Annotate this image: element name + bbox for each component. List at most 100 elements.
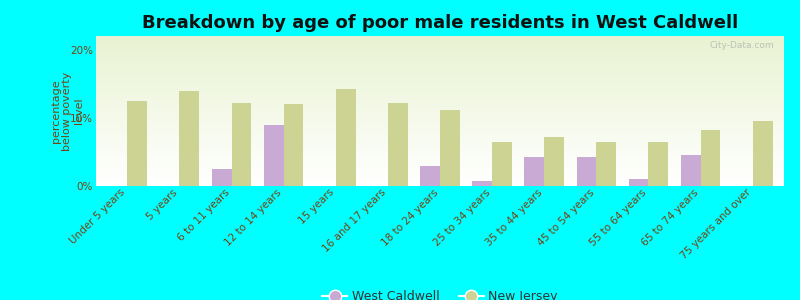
Bar — [96, 37, 784, 38]
Bar — [96, 156, 784, 157]
Bar — [96, 164, 784, 165]
Bar — [96, 171, 784, 172]
Bar — [96, 65, 784, 66]
Title: Breakdown by age of poor male residents in West Caldwell: Breakdown by age of poor male residents … — [142, 14, 738, 32]
Bar — [96, 58, 784, 59]
Bar — [96, 142, 784, 143]
Bar — [96, 50, 784, 51]
Bar — [96, 49, 784, 50]
Bar — [96, 95, 784, 96]
Bar — [96, 57, 784, 58]
Bar — [96, 125, 784, 126]
Bar — [96, 132, 784, 133]
Bar — [96, 115, 784, 116]
Bar — [96, 155, 784, 156]
Bar — [96, 54, 784, 55]
Bar — [96, 118, 784, 119]
Bar — [96, 98, 784, 99]
Bar — [96, 47, 784, 48]
Bar — [96, 72, 784, 73]
Bar — [96, 103, 784, 104]
Bar — [96, 139, 784, 140]
Bar — [96, 178, 784, 179]
Bar — [96, 67, 784, 68]
Bar — [577, 158, 596, 186]
Bar — [96, 161, 784, 162]
Bar — [96, 70, 784, 71]
Bar — [440, 110, 460, 186]
Bar — [96, 141, 784, 142]
Bar — [96, 92, 784, 93]
Bar — [96, 66, 784, 67]
Bar — [96, 101, 784, 102]
Bar — [96, 84, 784, 85]
Bar — [96, 116, 784, 117]
Bar — [472, 181, 492, 186]
Bar — [96, 159, 784, 160]
Bar — [96, 88, 784, 89]
Bar — [96, 41, 784, 42]
Bar — [96, 51, 784, 52]
Bar — [96, 158, 784, 159]
Bar — [96, 38, 784, 39]
Bar — [96, 170, 784, 171]
Bar — [96, 64, 784, 65]
Bar — [96, 56, 784, 57]
Bar — [96, 85, 784, 86]
Bar — [96, 129, 784, 130]
Bar — [96, 168, 784, 169]
Bar — [96, 99, 784, 100]
Bar — [96, 146, 784, 147]
Bar — [96, 136, 784, 137]
Bar — [212, 169, 231, 186]
Bar — [96, 73, 784, 74]
Bar — [284, 104, 303, 186]
Bar — [96, 124, 784, 125]
Bar — [96, 144, 784, 145]
Bar — [96, 100, 784, 101]
Bar — [96, 61, 784, 62]
Bar — [96, 166, 784, 167]
Bar — [96, 181, 784, 182]
Bar — [96, 148, 784, 149]
Bar — [96, 183, 784, 184]
Bar — [96, 117, 784, 118]
Bar — [96, 134, 784, 135]
Bar — [96, 81, 784, 82]
Bar — [96, 137, 784, 138]
Bar — [96, 89, 784, 90]
Bar — [96, 36, 784, 37]
Bar — [96, 173, 784, 174]
Bar — [96, 87, 784, 88]
Bar — [96, 40, 784, 41]
Bar — [96, 83, 784, 84]
Bar — [96, 176, 784, 177]
Bar — [96, 111, 784, 112]
Bar — [96, 110, 784, 111]
Bar — [96, 184, 784, 185]
Bar — [96, 130, 784, 131]
Bar — [96, 100, 784, 101]
Bar — [96, 153, 784, 154]
Bar — [96, 45, 784, 46]
Bar — [96, 172, 784, 173]
Bar — [96, 85, 784, 86]
Bar — [96, 152, 784, 153]
Bar — [96, 169, 784, 170]
Legend: West Caldwell, New Jersey: West Caldwell, New Jersey — [317, 285, 563, 300]
Y-axis label: percentage
below poverty
level: percentage below poverty level — [51, 71, 84, 151]
Bar — [96, 59, 784, 60]
Bar — [96, 104, 784, 105]
Bar — [96, 140, 784, 141]
Bar — [96, 62, 784, 63]
Bar — [96, 90, 784, 91]
Bar — [96, 106, 784, 107]
Bar — [629, 179, 649, 186]
Bar — [96, 150, 784, 151]
Bar — [96, 121, 784, 122]
Bar — [96, 175, 784, 176]
Bar — [96, 160, 784, 161]
Bar — [96, 82, 784, 83]
Bar — [96, 46, 784, 47]
Bar — [96, 165, 784, 166]
